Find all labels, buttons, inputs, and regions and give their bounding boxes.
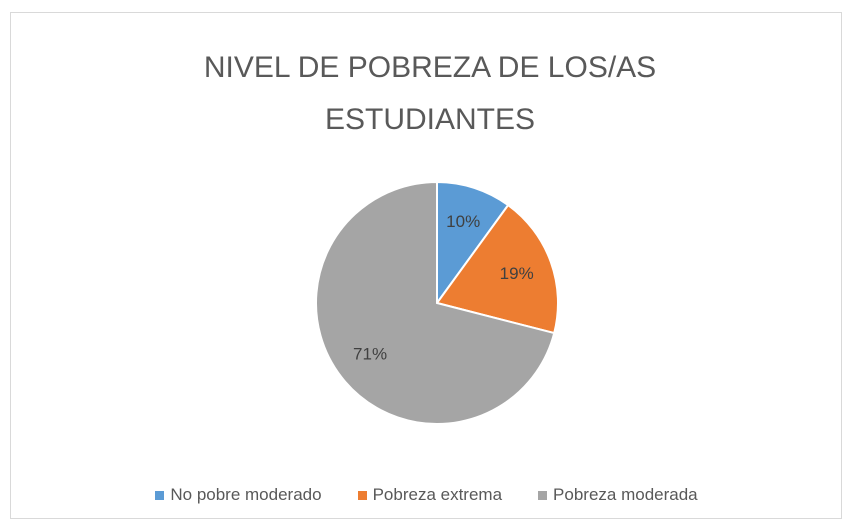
pie-slice — [435, 203, 559, 335]
legend-label: No pobre moderado — [170, 485, 322, 504]
pie-slice — [436, 180, 510, 307]
legend: No pobre moderado Pobreza extrema Pobreza … — [0, 485, 853, 505]
legend-item: Pobreza extrema — [357, 485, 503, 505]
legend-item: Pobreza moderada — [538, 485, 698, 505]
chart-frame — [10, 12, 842, 519]
pie-slice — [315, 180, 556, 425]
data-label: 19% — [500, 264, 534, 283]
legend-swatch — [357, 490, 367, 500]
legend-label: Pobreza extrema — [372, 485, 503, 504]
chart-title: NIVEL DE POBREZA DE LOS/AS ESTUDIANTES — [203, 51, 657, 136]
legend-swatch — [155, 490, 165, 500]
data-label: 71% — [353, 344, 387, 363]
legend-swatch — [538, 490, 548, 500]
legend-label: Pobreza moderada — [553, 485, 698, 504]
data-label: 10% — [446, 212, 480, 231]
legend-item: No pobre moderado — [155, 485, 322, 505]
